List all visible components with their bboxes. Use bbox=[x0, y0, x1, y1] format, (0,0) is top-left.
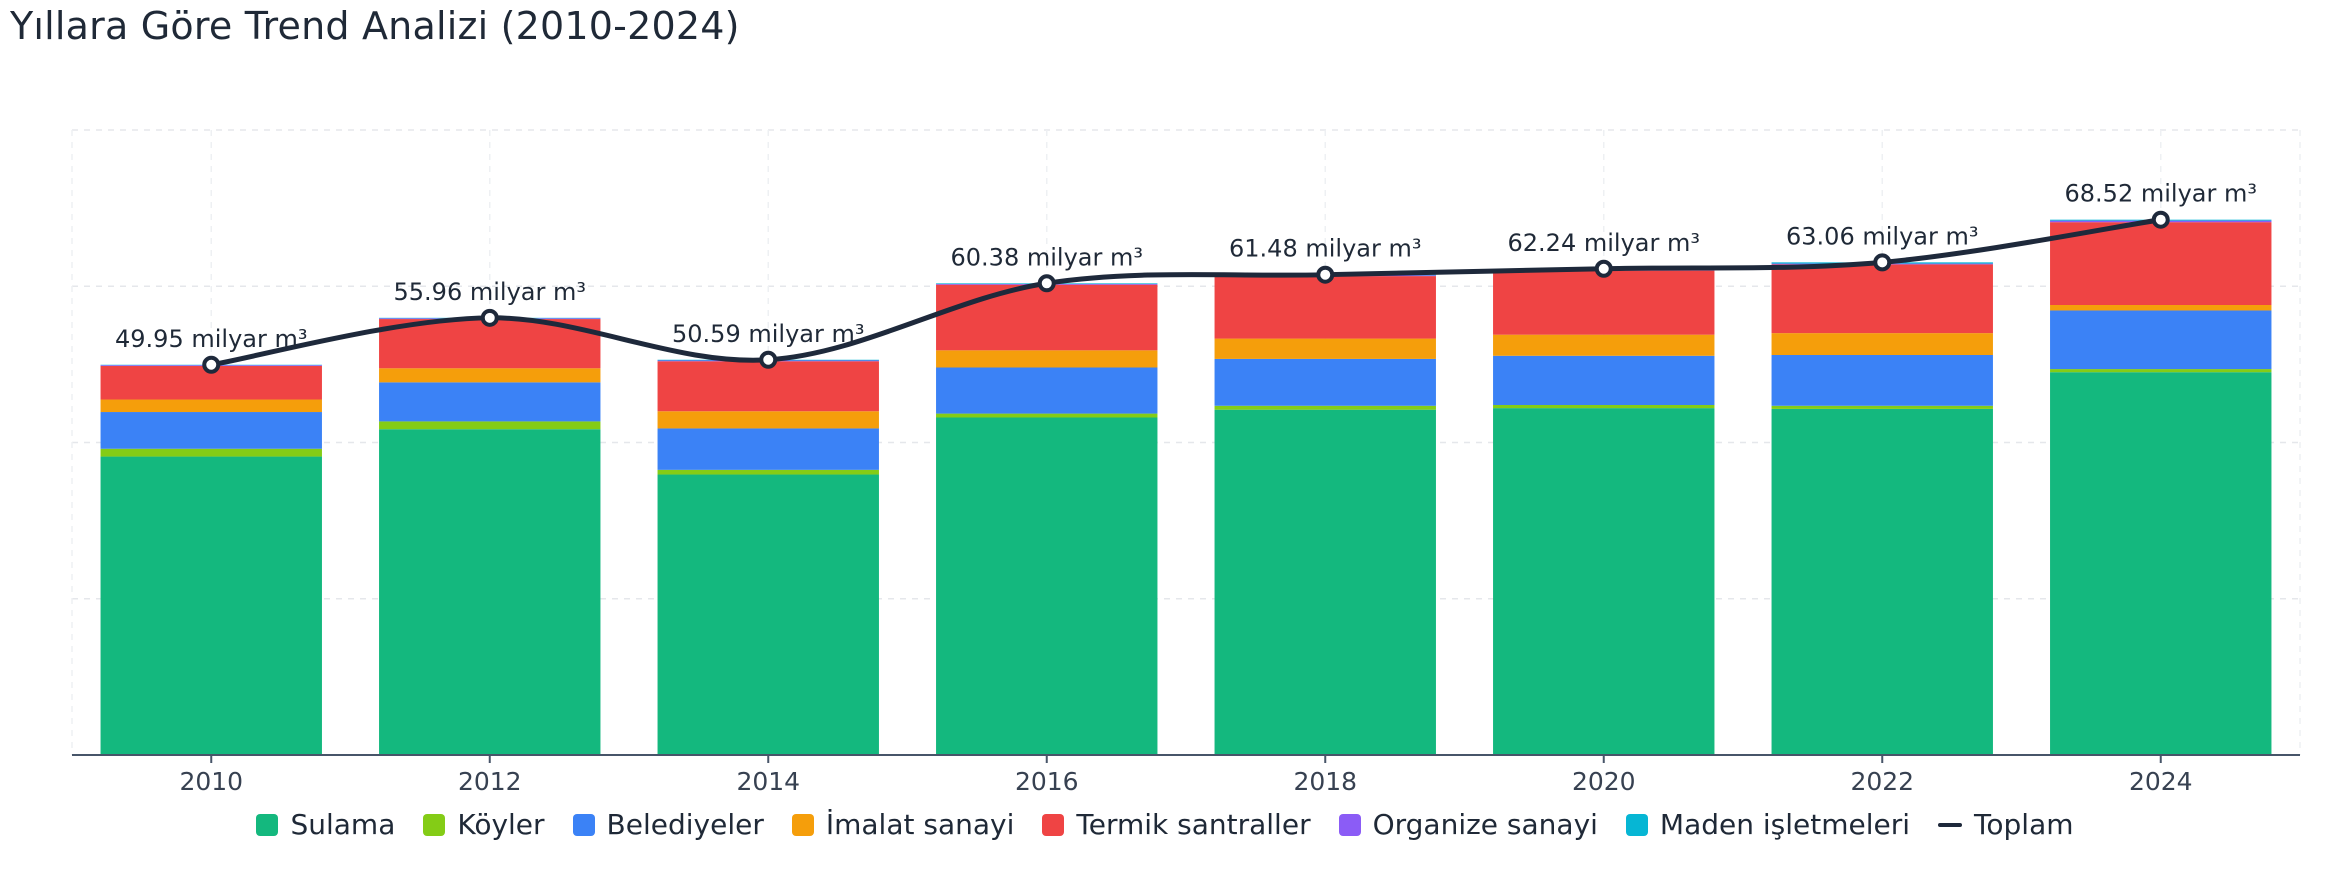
bar-segment-i̇malat-sanayi bbox=[936, 350, 1158, 368]
bar-segment-belediyeler bbox=[2050, 310, 2272, 370]
legend-swatch bbox=[1625, 813, 1648, 836]
total-point bbox=[1873, 253, 1892, 272]
total-point bbox=[1594, 259, 1613, 278]
bar-segment-sulama bbox=[379, 429, 601, 755]
legend-label: Toplam bbox=[1974, 808, 2074, 841]
total-line bbox=[208, 217, 2164, 368]
legend-swatch bbox=[1042, 813, 1065, 836]
bar-segment-sulama bbox=[657, 474, 879, 755]
legend-swatch bbox=[423, 813, 446, 836]
legend-label: Sulama bbox=[290, 808, 396, 841]
legend-label: Termik santraller bbox=[1076, 808, 1311, 841]
bar-segment-köyler bbox=[1214, 405, 1436, 410]
bar-segment-belediyeler bbox=[1214, 358, 1436, 406]
x-tick-label: 2020 bbox=[1572, 767, 1636, 796]
bar-segment-belediyeler bbox=[1771, 355, 1993, 406]
bar-segment-köyler bbox=[100, 448, 322, 457]
legend-item-köyler[interactable]: Köyler bbox=[423, 808, 545, 841]
x-tick-label: 2022 bbox=[1850, 767, 1914, 796]
legend-swatch bbox=[572, 813, 595, 836]
bar-segment-termik-santraller bbox=[1493, 270, 1715, 335]
bar-segment-köyler bbox=[379, 421, 601, 430]
bar-segment-belediyeler bbox=[379, 382, 601, 422]
legend-label: Organize sanayi bbox=[1372, 808, 1598, 841]
legend-label: Belediyeler bbox=[606, 808, 764, 841]
total-line-layer: 49.95 milyar m³ 55.96 milyar m³ 50.59 mily… bbox=[115, 180, 2257, 374]
bar-segment-sulama bbox=[1493, 408, 1715, 755]
bar-group bbox=[100, 219, 2272, 755]
x-tick-label: 2024 bbox=[2129, 767, 2193, 796]
total-data-label: 61.48 milyar m³ bbox=[1229, 235, 1421, 263]
bar-segment-termik-santraller bbox=[1771, 264, 1993, 334]
total-point bbox=[202, 355, 221, 374]
bar-segment-belediyeler bbox=[657, 428, 879, 470]
bar-segment-sulama bbox=[100, 456, 322, 755]
bar-segment-termik-santraller bbox=[2050, 222, 2272, 305]
legend-item-maden-işletmeleri[interactable]: Maden işletmeleri bbox=[1625, 808, 1911, 841]
stacked-bar-chart: 2010 2012 2014 2016 2018 2020 2022 2024 49.95 m… bbox=[71, 129, 2301, 796]
x-tick-label: 2010 bbox=[179, 767, 243, 796]
legend-item-i̇malat-sanayi[interactable]: İmalat sanayi bbox=[791, 808, 1015, 841]
bar-segment-termik-santraller bbox=[657, 361, 879, 412]
total-point bbox=[480, 308, 499, 327]
bar-segment-sulama bbox=[1214, 409, 1436, 755]
bar-segment-i̇malat-sanayi bbox=[100, 399, 322, 413]
bar-segment-köyler bbox=[1771, 405, 1993, 409]
bar-segment-i̇malat-sanayi bbox=[1771, 333, 1993, 355]
bar-segment-i̇malat-sanayi bbox=[1493, 334, 1715, 356]
legend-label: Köyler bbox=[457, 808, 545, 841]
x-axis: 2010 2012 2014 2016 2018 2020 2022 2024 bbox=[72, 754, 2300, 796]
total-data-label: 68.52 milyar m³ bbox=[2065, 180, 2257, 208]
total-point bbox=[2151, 210, 2170, 229]
legend-item-toplam[interactable]: Toplam bbox=[1938, 808, 2074, 841]
legend-item-termik-santraller[interactable]: Termik santraller bbox=[1042, 808, 1311, 841]
legend-swatch bbox=[1338, 813, 1361, 836]
bar-segment-köyler bbox=[1493, 405, 1715, 409]
bar-segment-köyler bbox=[2050, 369, 2272, 373]
x-tick-label: 2012 bbox=[458, 767, 522, 796]
legend-item-sulama[interactable]: Sulama bbox=[256, 808, 395, 841]
total-data-label: 49.95 milyar m³ bbox=[115, 325, 307, 353]
legend: Sulama Köyler Belediyeler İmalat sanayi Term… bbox=[0, 808, 2330, 841]
total-point bbox=[759, 350, 778, 369]
bar-segment-i̇malat-sanayi bbox=[2050, 305, 2272, 311]
total-data-label: 60.38 milyar m³ bbox=[951, 243, 1143, 271]
total-point bbox=[1316, 265, 1335, 284]
total-data-label: 55.96 milyar m³ bbox=[394, 278, 586, 306]
bar-segment-i̇malat-sanayi bbox=[379, 368, 601, 383]
legend-swatch bbox=[791, 813, 814, 836]
x-tick-label: 2016 bbox=[1015, 767, 1079, 796]
bar-segment-i̇malat-sanayi bbox=[1214, 338, 1436, 359]
total-point bbox=[1037, 274, 1056, 293]
bar-segment-i̇malat-sanayi bbox=[657, 411, 879, 429]
legend-label: Maden işletmeleri bbox=[1659, 808, 1911, 841]
chart-title: Yıllara Göre Trend Analizi (2010-2024) bbox=[10, 4, 740, 48]
total-data-label: 50.59 milyar m³ bbox=[672, 320, 864, 348]
total-data-label: 62.24 milyar m³ bbox=[1508, 229, 1700, 257]
bar-segment-termik-santraller bbox=[1214, 276, 1436, 339]
bar-segment-sulama bbox=[2050, 372, 2272, 755]
bar-segment-sulama bbox=[936, 417, 1158, 755]
legend-item-organize-sanayi[interactable]: Organize sanayi bbox=[1338, 808, 1598, 841]
bar-segment-köyler bbox=[657, 469, 879, 475]
bar-segment-belediyeler bbox=[100, 412, 322, 449]
x-tick-label: 2014 bbox=[736, 767, 800, 796]
total-data-label: 63.06 milyar m³ bbox=[1786, 222, 1978, 250]
bar-segment-belediyeler bbox=[936, 367, 1158, 414]
bar-segment-köyler bbox=[936, 413, 1158, 418]
legend-item-belediyeler[interactable]: Belediyeler bbox=[572, 808, 764, 841]
legend-swatch bbox=[256, 813, 279, 836]
legend-line-swatch bbox=[1938, 822, 1963, 827]
bar-segment-belediyeler bbox=[1493, 355, 1715, 405]
x-tick-label: 2018 bbox=[1293, 767, 1357, 796]
bar-segment-termik-santraller bbox=[936, 284, 1158, 351]
legend-label: İmalat sanayi bbox=[825, 808, 1015, 841]
bar-segment-sulama bbox=[1771, 408, 1993, 755]
